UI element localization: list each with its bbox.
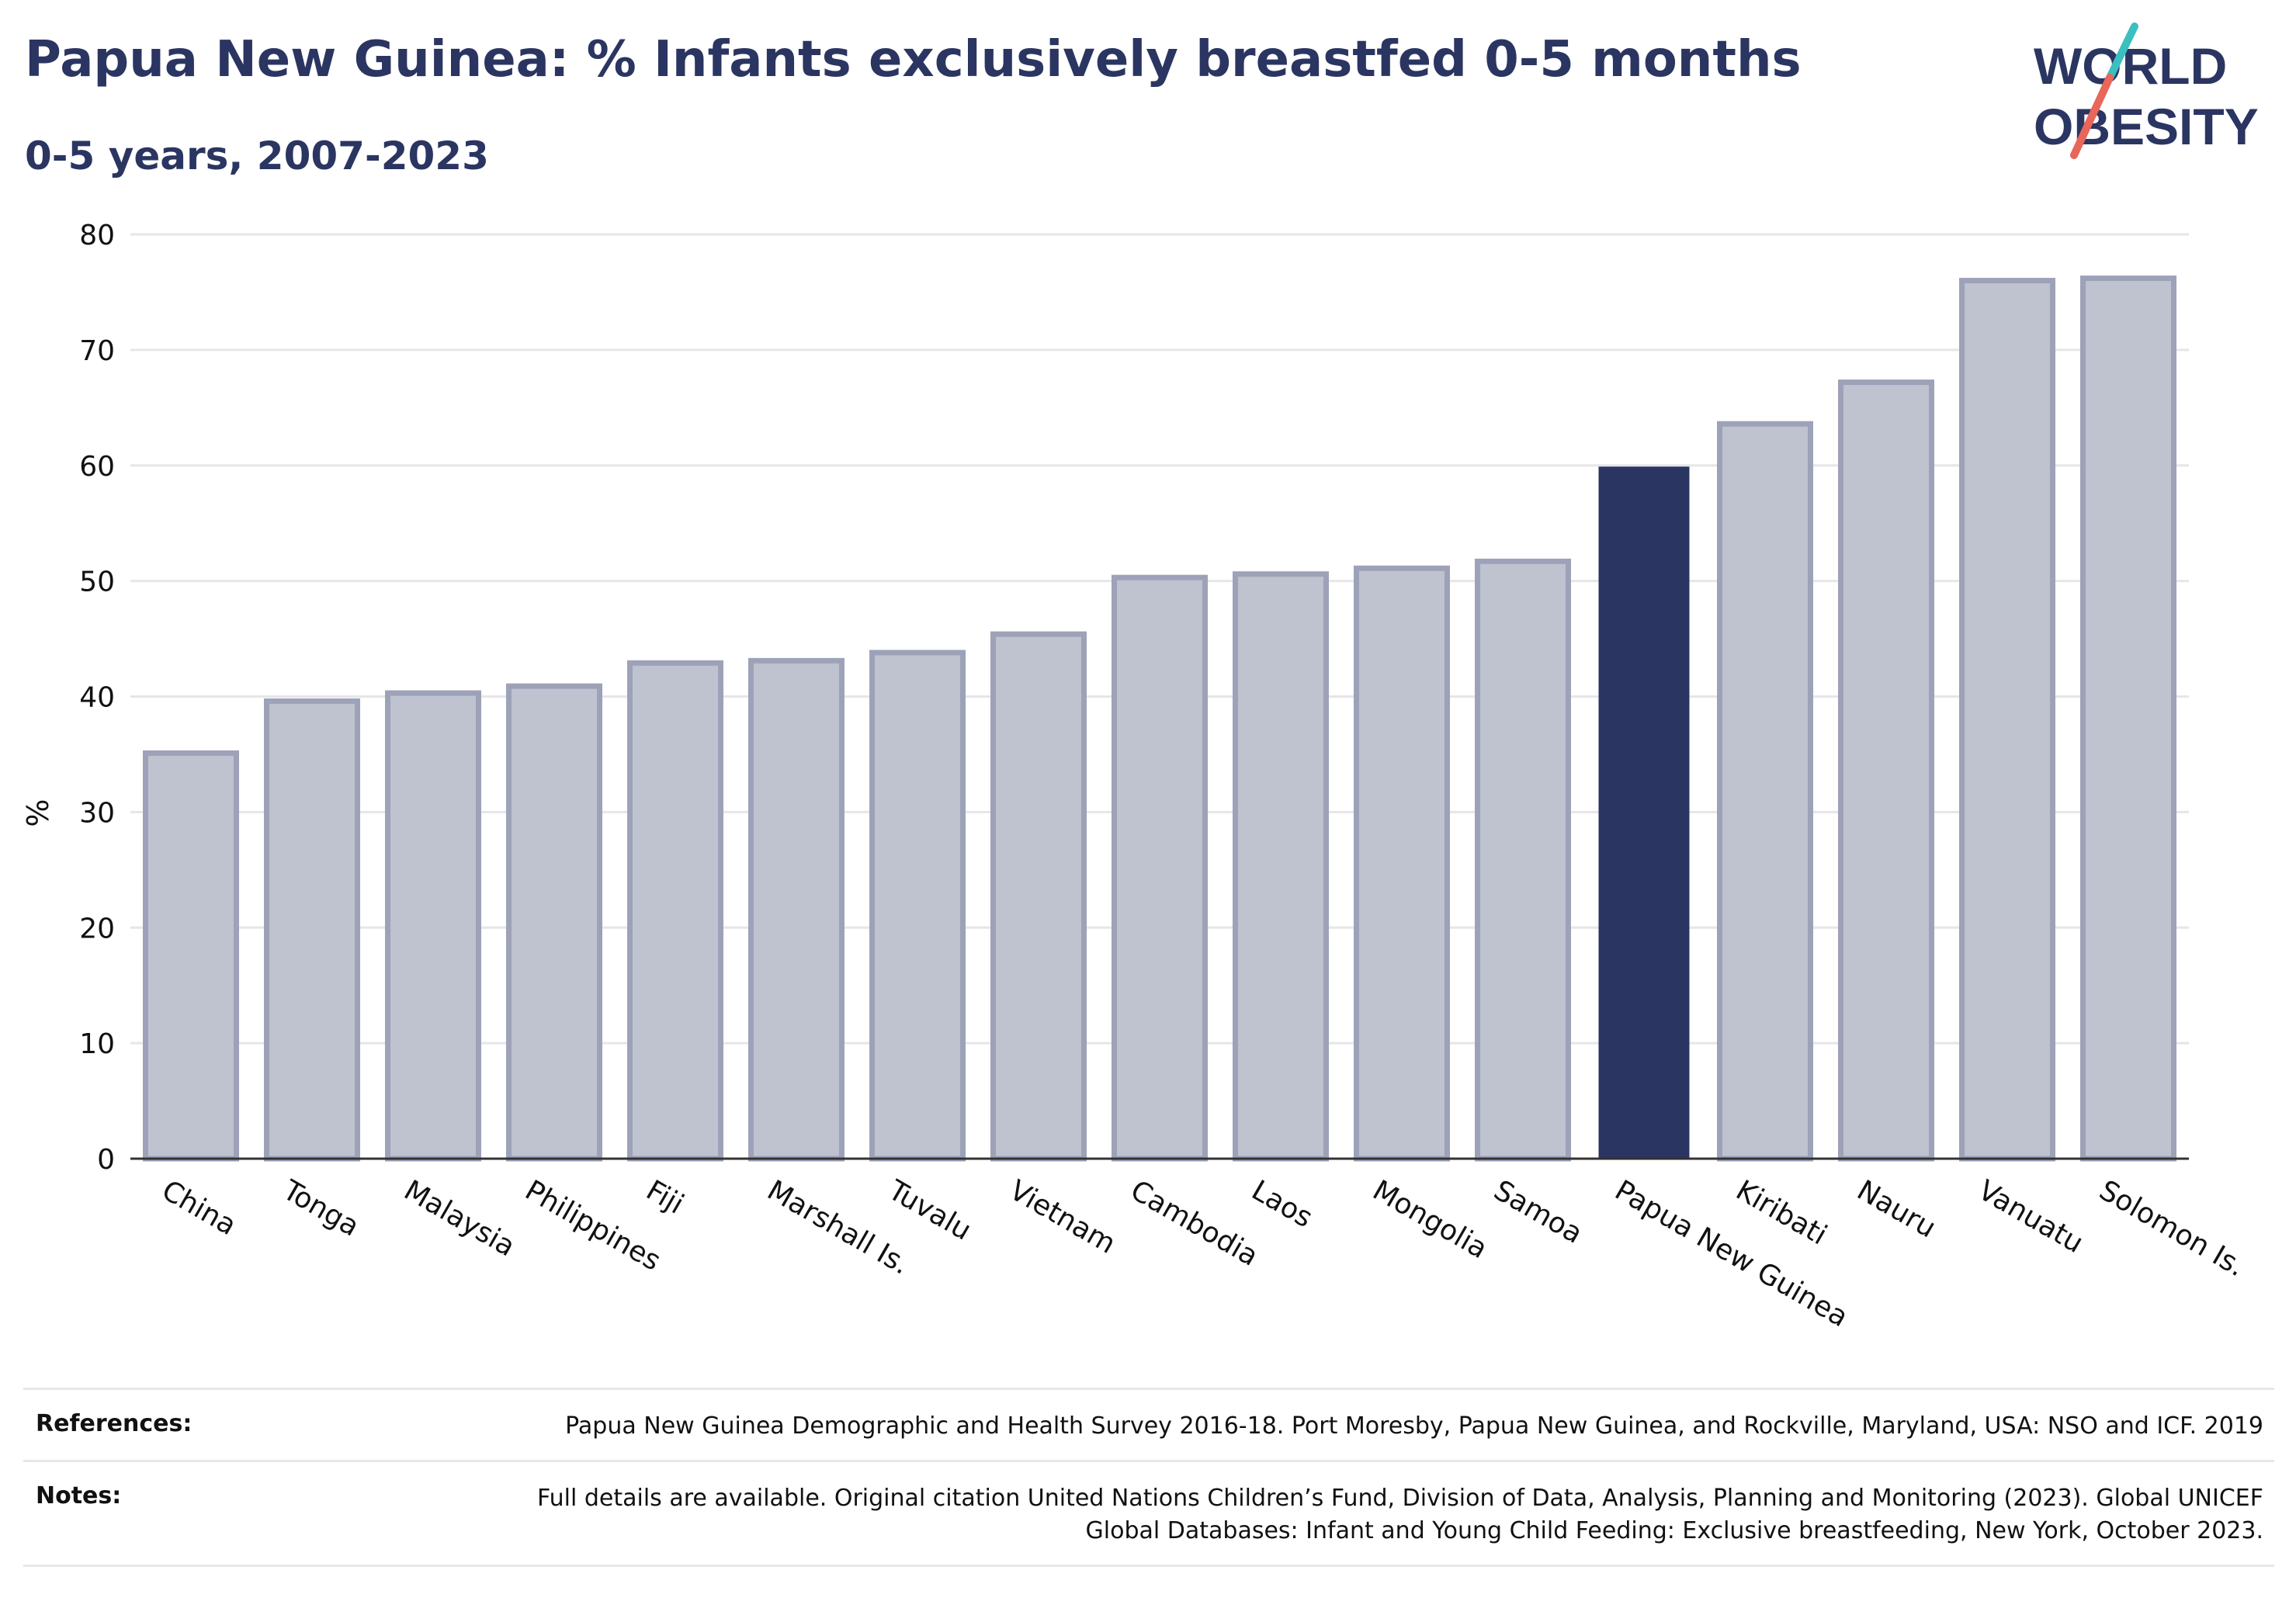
y-tick-label: 40	[79, 682, 115, 714]
y-tick-label: 60	[79, 451, 115, 483]
y-tick-label: 20	[79, 913, 115, 944]
references-row: References: Papua New Guinea Demographic…	[23, 1388, 2274, 1460]
y-tick-label: 70	[79, 335, 115, 367]
notes-label: Notes:	[36, 1482, 122, 1509]
x-tick-label: Philippines	[520, 1174, 666, 1277]
y-tick-label: 30	[79, 797, 115, 829]
bar-philippines	[506, 683, 602, 1162]
x-tick-label: Cambodia	[1125, 1174, 1264, 1273]
x-tick-label: Tonga	[277, 1174, 365, 1243]
bar-laos	[1233, 571, 1329, 1162]
x-tick-label: Laos	[1247, 1174, 1318, 1234]
logo-line-1: WORLD	[2034, 37, 2227, 95]
bars	[143, 276, 2176, 1162]
chart-title: Papua New Guinea: % Infants exclusively …	[25, 31, 1802, 88]
footer: References: Papua New Guinea Demographic…	[23, 1388, 2274, 1567]
bar-tonga	[264, 698, 360, 1162]
logo-slash-coral-icon	[2070, 74, 2114, 159]
references-text: Papua New Guinea Demographic and Health …	[565, 1412, 2263, 1440]
world-obesity-logo: WORLD OBESITY	[2034, 23, 2259, 159]
y-tick-label: 80	[79, 220, 115, 251]
y-tick-label: 0	[97, 1144, 115, 1176]
y-tick-label: 50	[79, 567, 115, 598]
bar-solomon-is	[2080, 276, 2176, 1162]
y-axis-ticks: 0 10 20 30 40 50 60 70 80	[79, 220, 115, 1176]
x-tick-label: Papua New Guinea	[1610, 1174, 1854, 1333]
bar-vanuatu	[1959, 278, 2055, 1162]
x-tick-label: Vietnam	[1004, 1174, 1121, 1260]
logo-slash-teal-icon	[2106, 23, 2138, 81]
bar-samoa	[1475, 558, 1571, 1162]
y-axis-label: %	[21, 799, 55, 827]
notes-text: Full details are available. Original cit…	[537, 1485, 2263, 1544]
bar-china	[143, 750, 239, 1162]
x-tick-label: Nauru	[1852, 1174, 1941, 1244]
x-tick-label: Kiribati	[1731, 1174, 1833, 1251]
bar-marshall-is	[748, 657, 845, 1162]
x-tick-label: China	[157, 1174, 242, 1242]
bar-vietnam	[990, 631, 1087, 1162]
bar-tuvalu	[869, 650, 966, 1162]
chart-subtitle: 0-5 years, 2007-2023	[25, 133, 489, 178]
x-tick-label: Mongolia	[1368, 1174, 1493, 1265]
bar-cambodia	[1112, 574, 1208, 1162]
bar-kiribati	[1717, 421, 1813, 1162]
x-tick-label: Vanuatu	[1973, 1174, 2089, 1260]
x-tick-label: Fiji	[641, 1174, 689, 1221]
y-tick-label: 10	[79, 1028, 115, 1060]
bar-mongolia	[1354, 565, 1450, 1162]
bar-papua-new-guinea	[1598, 466, 1690, 1159]
bar-fiji	[627, 660, 723, 1162]
x-tick-label: Solomon Is.	[2094, 1174, 2251, 1283]
x-tick-label: Malaysia	[399, 1174, 521, 1263]
bar-chart: 0 10 20 30 40 50 60 70 80 China Tonga Malaysia Phil…	[21, 220, 2251, 1334]
logo-line-2: OBESITY	[2034, 98, 2259, 155]
x-tick-label: Tuvalu	[883, 1174, 976, 1247]
references-label: References:	[36, 1410, 192, 1437]
x-tick-label: Samoa	[1489, 1174, 1588, 1250]
bar-nauru	[1838, 380, 1934, 1162]
notes-row: Notes: Full details are available. Origi…	[23, 1460, 2274, 1567]
bar-malaysia	[385, 690, 481, 1162]
